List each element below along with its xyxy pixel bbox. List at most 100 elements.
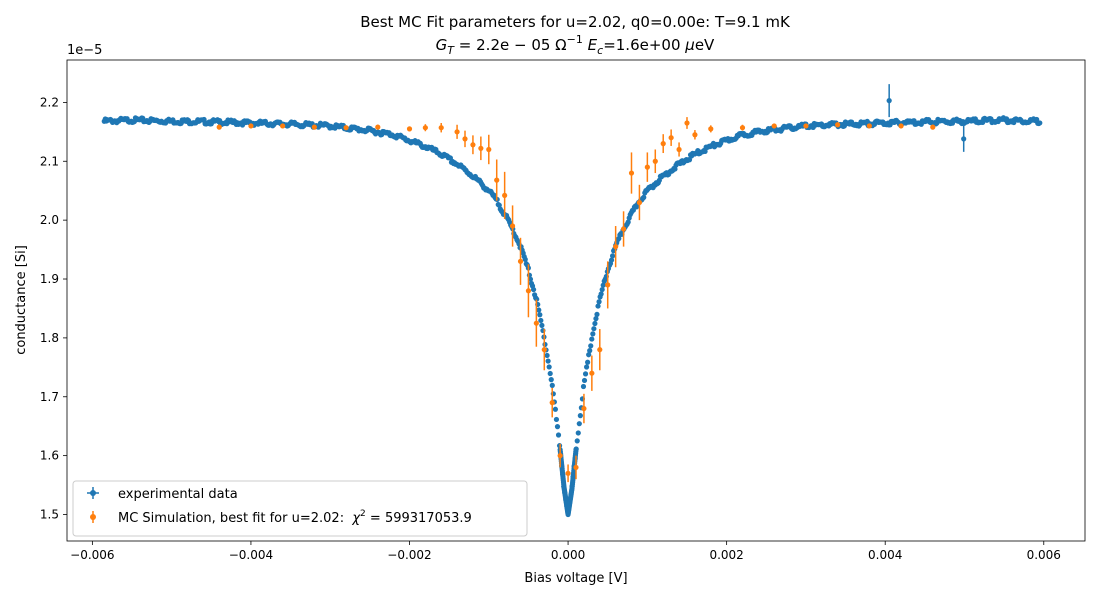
simulation-point <box>406 126 413 132</box>
experimental-point <box>582 371 589 377</box>
ec-value: =1.6e+00 <box>603 36 685 54</box>
simulation-point <box>692 132 698 138</box>
experimental-point <box>583 364 590 370</box>
experimental-outlier <box>886 98 892 104</box>
simulation-point <box>525 288 532 294</box>
experimental-outlier <box>961 136 967 142</box>
experimental-point <box>552 406 559 412</box>
simulation-series <box>216 117 936 483</box>
experimental-point <box>546 364 552 370</box>
experimental-point <box>1037 120 1043 126</box>
x-tick-label: −0.006 <box>70 548 114 562</box>
simulation-point <box>533 320 539 326</box>
experimental-point <box>587 348 593 354</box>
experimental-point <box>496 202 502 208</box>
x-tick-label: −0.004 <box>229 548 273 562</box>
chart-title: Best MC Fit parameters for u=2.02, q0=0.… <box>360 13 791 31</box>
experimental-point <box>549 382 555 388</box>
simulation-point <box>684 120 690 126</box>
chi-exp: 2 <box>360 509 366 519</box>
simulation-point <box>470 142 476 148</box>
simulation-point <box>494 177 500 183</box>
y-tick-label: 2.1 <box>40 154 59 168</box>
simulation-point <box>573 464 579 471</box>
simulation-point <box>486 146 492 153</box>
x-tick-label: −0.002 <box>387 548 431 562</box>
experimental-point <box>590 331 596 337</box>
experimental-point <box>598 291 604 297</box>
simulation-point <box>898 123 904 129</box>
experimental-point <box>580 383 587 390</box>
experimental-point <box>581 377 588 384</box>
simulation-point <box>771 123 777 129</box>
experimental-point <box>539 322 545 328</box>
simulation-point <box>509 223 516 229</box>
simulation-point <box>628 170 635 176</box>
simulation-point <box>478 145 484 151</box>
legend-label-simulation: MC Simulation, best fit for u=2.02: χ2 =… <box>118 509 472 526</box>
gt-symbol: G <box>436 36 448 54</box>
y-tick-label: 2.2 <box>40 95 59 109</box>
y-tick-label: 1.8 <box>40 331 59 345</box>
experimental-point <box>595 303 601 309</box>
gt-sub: T <box>447 44 455 57</box>
simulation-point <box>541 347 547 353</box>
experimental-point <box>575 430 581 436</box>
gt-exp: −1 <box>567 33 583 46</box>
plot-frame <box>66 59 1086 542</box>
experimental-point <box>573 447 579 453</box>
simulation-point <box>644 164 650 170</box>
experimental-point <box>589 336 595 342</box>
y-tick-label: 1.6 <box>40 449 59 463</box>
simulation-point <box>581 405 587 412</box>
simulation-point <box>589 370 595 376</box>
experimental-point <box>536 307 542 313</box>
simulation-point <box>660 141 666 147</box>
experimental-point <box>534 296 540 302</box>
simulation-point <box>248 123 254 129</box>
simulation-point <box>343 125 349 131</box>
chi-symbol: χ <box>351 511 361 526</box>
experimental-point <box>537 312 543 318</box>
legend-marker-simulation <box>90 511 96 523</box>
simulation-point <box>613 244 619 250</box>
experimental-point <box>545 358 551 364</box>
experimental-point <box>538 317 544 324</box>
experimental-point <box>609 253 616 259</box>
legend-marker-experimental <box>87 487 99 499</box>
simulation-point <box>668 135 674 141</box>
simulation-point <box>502 192 508 199</box>
y-tick-label: 2.0 <box>40 213 59 227</box>
simulation-point <box>636 199 643 206</box>
simulation-point <box>620 226 627 232</box>
simulation-point <box>549 400 555 406</box>
simulation-point <box>565 470 571 476</box>
experimental-point <box>600 282 606 288</box>
simulation-point <box>652 158 658 164</box>
experimental-point <box>641 194 647 200</box>
y-tick-label: 1.7 <box>40 390 59 404</box>
x-tick-label: 0.002 <box>709 548 743 562</box>
experimental-point <box>593 316 599 322</box>
y-axis: 1.5 1.6 1.7 1.8 1.9 2.0 2.1 2.2 <box>40 95 67 522</box>
y-tick-label: 1.9 <box>40 272 59 286</box>
experimental-point <box>530 286 537 293</box>
simulation-point <box>557 453 563 459</box>
experimental-point <box>547 370 553 377</box>
experimental-point <box>608 257 615 263</box>
experimental-point <box>599 286 605 293</box>
y-tick-label: 1.5 <box>40 508 59 522</box>
x-axis: −0.006 −0.004 −0.002 0.000 0.002 0.004 0.006 <box>70 541 1061 562</box>
simulation-point <box>803 123 809 129</box>
chi-value: = 599317053.9 <box>366 511 472 526</box>
experimental-point <box>585 359 591 365</box>
experimental-point <box>544 352 550 359</box>
experimental-point <box>588 343 594 349</box>
mu-symbol: μ <box>684 36 695 54</box>
experimental-point <box>586 352 592 358</box>
experimental-point <box>702 148 708 154</box>
simulation-point <box>454 129 460 135</box>
legend: experimental data MC Simulation, best fi… <box>72 480 528 537</box>
experimental-point <box>592 320 598 327</box>
